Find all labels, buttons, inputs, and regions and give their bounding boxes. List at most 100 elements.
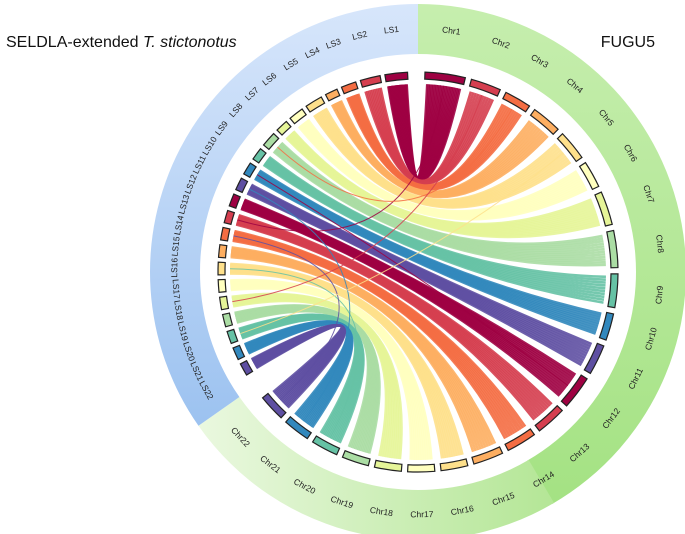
chromosome-ticks [217,71,619,473]
link-chr5-ls20 [240,152,564,335]
link-chr3-ls8 [277,108,513,202]
chrom-label-ls15: LS15 [170,236,182,257]
link-chr7-ls7 [285,130,601,239]
chrom-tick-chr13 [534,404,564,432]
link-chr12-ls10 [256,174,569,386]
link-chr19-ls19 [234,304,381,454]
chrom-tick-ls20 [226,328,239,345]
chrom-tick-chr6 [578,161,600,191]
link-curve [249,188,351,422]
chrom-tick-ls22 [239,359,254,376]
link-curve [330,104,549,199]
chrom-tick-chr19 [341,449,371,467]
left-title-prefix: SELDLA-extended [6,34,143,51]
left-genome-title: SELDLA-extended T. stictonotus [6,34,237,52]
link-chr14-ls14 [232,229,527,440]
chrom-tick-ls5 [305,96,326,113]
chrom-tick-ls10 [242,162,257,179]
link-curve [285,136,601,239]
link-chr10-ls10 [254,169,602,335]
chrom-tick-chr18 [373,459,403,472]
chrom-tick-ls12 [228,193,242,209]
chrom-tick-ls4 [324,88,341,102]
chrom-label-ls14: LS14 [172,214,186,236]
link-curve [313,114,572,209]
chrom-tick-chr9 [607,273,619,309]
right-genome-band-lower [198,397,555,534]
link-curve [232,239,507,440]
chrom-label-chr9: Chr9 [653,285,665,305]
link-chr17-ls17 [230,278,433,461]
chrom-tick-chr15 [471,446,504,465]
link-chr8-ls8 [272,141,606,267]
chrom-tick-chr2 [468,78,502,97]
chrom-tick-chr20 [311,435,341,456]
link-curve [387,86,462,181]
chrom-label-chr18: Chr18 [369,505,394,518]
link-chr22-ls22 [250,323,347,409]
chrom-tick-ls2 [359,74,383,88]
chrom-tick-chr5 [556,132,583,163]
chrom-tick-ls8 [262,132,280,151]
link-curve [235,223,536,421]
chrom-label-ls18: LS18 [172,300,185,321]
chrom-tick-chr7 [594,191,613,227]
chrom-tick-ls21 [232,344,246,361]
chrom-tick-ls19 [221,312,234,328]
link-curve [254,177,597,335]
link-chr20-ls16 [230,268,359,439]
link-chr2-ls18 [232,95,483,303]
chrom-label-ls16: LS16 [169,257,179,277]
chrom-tick-chr4 [529,108,559,136]
link-curve [256,174,569,386]
link-curve [240,152,564,335]
link-chr16-ls16 [229,262,464,459]
link-chr18-ls18 [231,292,403,460]
chrom-label-chr17: Chr17 [410,509,434,519]
chrom-label-chr1: Chr1 [441,24,461,36]
chrom-label-ls2: LS2 [351,29,368,42]
left-genome-band [150,4,418,426]
chrom-tick-ls16 [217,261,226,276]
chrom-tick-chr21 [284,415,313,440]
link-curve [346,97,522,191]
link-curve [255,324,343,393]
left-title-species: T. stictonotus [142,34,237,51]
chrom-tick-ls17 [217,278,227,294]
link-chr13-ls13 [235,214,553,421]
link-chr15-ls15 [230,246,497,453]
chrom-tick-ls1 [384,71,409,83]
link-curve [230,255,475,453]
chrom-label-ls17: LS17 [171,279,182,300]
link-curve [230,268,359,439]
chrom-tick-chr12 [560,374,588,407]
chrom-tick-chr17 [406,463,436,473]
chrom-tick-ls18 [218,295,230,311]
link-curve [364,91,495,186]
genome-bands [150,4,685,534]
link-curve [232,299,388,457]
link-chr3-ls3 [346,93,522,191]
synteny-links [229,84,606,461]
chrom-label-ls1: LS1 [383,24,399,36]
link-curve [240,207,561,397]
chrom-tick-chr1 [424,71,467,86]
link-curve [230,287,413,460]
link-curve [241,317,357,434]
right-genome-title: FUGU5 [600,34,655,51]
chrom-tick-ls7 [276,120,292,136]
chrom-tick-ls11 [234,177,249,194]
chrom-tick-chr8 [606,229,619,269]
chrom-tick-chr16 [439,458,469,472]
chrom-label-ls19: LS19 [176,320,191,342]
chrom-tick-ls3 [340,81,359,95]
chrom-tick-ls6 [289,108,307,125]
link-curve [237,85,445,232]
chrom-label-chr8: Chr8 [654,234,666,254]
link-chr1-ls1 [387,84,462,181]
chrom-tick-ls9 [252,147,267,164]
link-chr6-ls6 [297,118,588,221]
link-chr2-ls2 [364,87,495,186]
